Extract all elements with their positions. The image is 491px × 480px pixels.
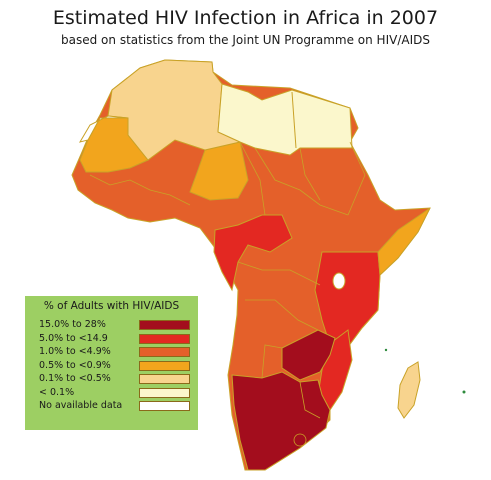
- legend-item: 0.1% to <0.5%: [31, 373, 192, 387]
- region-libya-egypt: [217, 83, 353, 156]
- region-central-africa: [213, 214, 293, 292]
- region-southern-africa: [231, 371, 331, 471]
- legend-item-label: 0.1% to <0.5%: [39, 373, 111, 384]
- island-mauritius: [462, 390, 466, 394]
- region-mozambique: [317, 329, 353, 411]
- lake-victoria: [332, 272, 346, 290]
- legend-swatch: [139, 333, 190, 344]
- legend-item: 1.0% to <4.9%: [31, 346, 192, 360]
- region-somalia: [377, 207, 431, 277]
- country-borders: [89, 141, 366, 447]
- legend-item: No available data: [31, 400, 192, 414]
- island-comoros: [384, 348, 388, 352]
- map-title: Estimated HIV Infection in Africa in 200…: [52, 7, 439, 29]
- legend-item-label: No available data: [39, 400, 123, 411]
- legend: % of Adults with HIV/AIDS 15.0% to 28% 5…: [25, 296, 198, 430]
- legend-item-label: 15.0% to 28%: [39, 319, 106, 330]
- legend-item: < 0.1%: [31, 387, 192, 401]
- legend-swatch: [139, 360, 190, 371]
- region-western-sahara: [78, 115, 129, 143]
- region-madagascar: [397, 361, 421, 419]
- legend-item: 5.0% to <14.9: [31, 333, 192, 347]
- legend-swatch: [139, 347, 190, 357]
- region-niger: [189, 141, 249, 201]
- legend-item: 0.5% to <0.9%: [31, 360, 192, 374]
- legend-title: % of Adults with HIV/AIDS: [43, 300, 180, 312]
- legend-item: 15.0% to 28%: [31, 319, 192, 333]
- region-maghreb: [107, 59, 242, 161]
- legend-item-label: 0.5% to <0.9%: [39, 359, 111, 371]
- legend-swatch: [139, 387, 190, 398]
- legend-swatch: [139, 401, 190, 411]
- region-zimbabwe-zambia: [281, 329, 336, 381]
- map-subtitle: based on statistics from the Joint UN Pr…: [61, 33, 430, 47]
- legend-item-label: 5.0% to <14.9: [39, 332, 108, 344]
- legend-item-label: 1.0% to <4.9%: [39, 346, 111, 357]
- legend-item-label: < 0.1%: [39, 386, 75, 398]
- legend-swatch: [139, 374, 190, 384]
- region-africa-base: [71, 59, 431, 471]
- legend-swatch: [139, 320, 190, 330]
